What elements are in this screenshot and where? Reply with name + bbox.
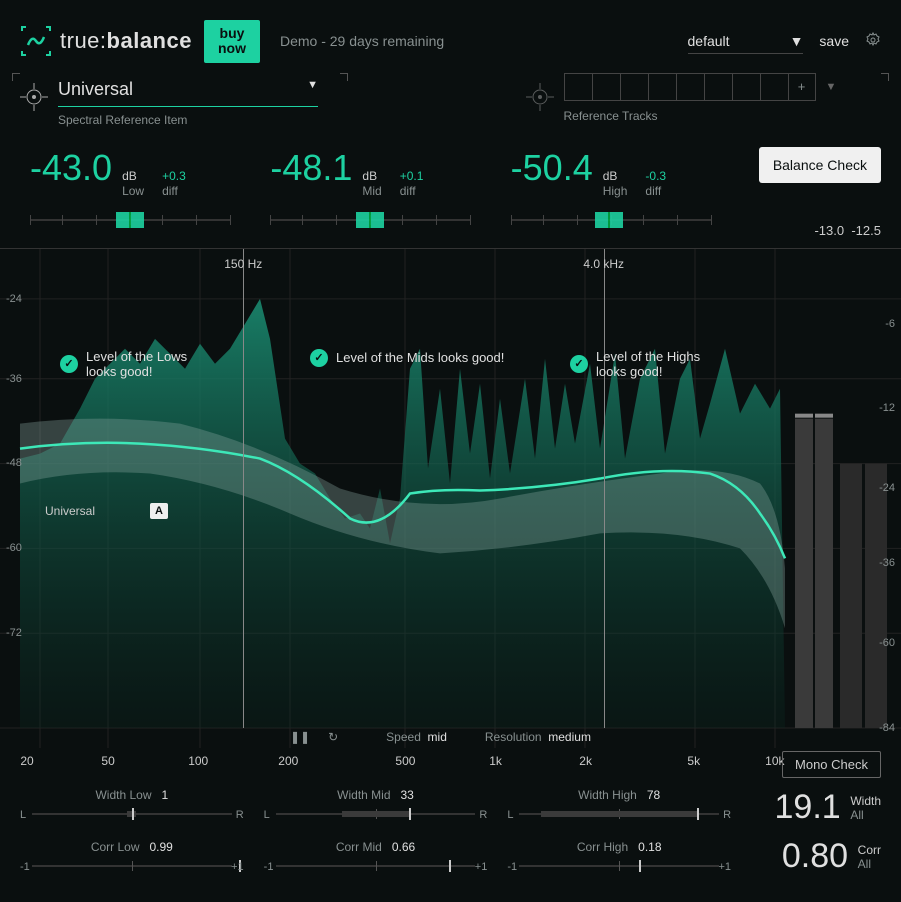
chevron-down-icon: ▼ [790,33,804,49]
freq-marker-high-label: 4.0 kHz [583,257,624,271]
slider-handle[interactable] [116,212,144,228]
slider-handle[interactable] [356,212,384,228]
width-high-value: 78 [647,788,660,802]
preset-value: default [688,33,730,49]
width-all-value: 19.1 [775,788,841,826]
preset-select[interactable]: default ▼ [688,29,804,54]
buy-now-button[interactable]: buy now [204,20,260,63]
ref-track-slot[interactable] [592,73,620,101]
meter-low-slider[interactable] [30,212,230,228]
status-lows: ✓Level of the Lows looks good! [60,349,210,379]
summary-readouts: 19.1 WidthAll 0.80 CorrAll [751,788,881,892]
freq-marker-high[interactable] [604,249,605,728]
frequency-axis: 20 50 100 200 500 1k 2k 5k 10k Mono Chec… [0,748,901,778]
chevron-down-icon: ▼ [307,79,318,100]
corr-low-value: 0.99 [150,840,173,854]
logo: true:balance [20,25,192,57]
header: true:balance buy now Demo - 29 days rema… [0,0,901,73]
meter-high: -50.4 dBHigh -0.3diff [501,147,741,228]
ref-track-slot[interactable] [648,73,676,101]
spectrum-analyzer[interactable]: 150 Hz 4.0 kHz -24 -36 -48 -60 -72 -6 -1… [0,248,901,748]
meters-row: -43.0 dBLow +0.3diff -48.1 dBMid +0.1dif… [0,137,901,248]
save-button[interactable]: save [819,33,849,49]
meter-high-slider[interactable] [511,212,711,228]
chevron-down-icon[interactable]: ▼ [826,81,837,93]
check-icon: ✓ [310,349,328,367]
speed-value[interactable]: mid [428,730,447,744]
logo-text: true:balance [60,28,192,54]
corr-mid-value: 0.66 [392,840,415,854]
status-mids: ✓Level of the Mids looks good! [310,349,504,367]
ref-track-slot[interactable] [676,73,704,101]
status-highs: ✓Level of the Highs looks good! [570,349,720,379]
width-corr-section: Width Low1 LR Corr Low0.99 -1+1 Width Mi… [0,778,901,902]
width-mid-value: 33 [401,788,414,802]
slider-handle[interactable] [595,212,623,228]
corr-high-slider[interactable]: -1+1 [507,858,731,874]
meter-mid-slider[interactable] [270,212,470,228]
ref-track-slot[interactable] [760,73,788,101]
corr-mid-slider[interactable]: -1+1 [264,858,488,874]
spectral-reference-select[interactable]: Universal ▼ [58,73,318,107]
spectral-reference-label: Spectral Reference Item [58,113,366,127]
meter-low-diff: +0.3 [162,169,186,185]
freq-marker-low[interactable] [243,249,244,728]
check-icon: ✓ [60,355,78,373]
ref-track-slot[interactable] [732,73,760,101]
add-ref-track-button[interactable]: + [788,73,816,101]
width-high-slider[interactable]: LR [507,806,731,822]
width-low-slider[interactable]: LR [20,806,244,822]
pause-icon[interactable]: ❚❚ [290,730,310,744]
meter-mid: -48.1 dBMid +0.1diff [260,147,500,228]
reference-tracks-label: Reference Tracks [564,109,872,123]
width-mid-slider[interactable]: LR [264,806,488,822]
crosshair-icon [526,83,554,111]
resolution-value[interactable]: medium [548,730,591,744]
a-badge[interactable]: A [150,503,168,519]
ref-track-slot[interactable] [564,73,592,101]
corr-low-slider[interactable]: -1+1 [20,858,244,874]
meter-mid-diff: +0.1 [400,169,424,185]
logo-icon [20,25,52,57]
meter-high-diff: -0.3 [645,169,666,185]
width-low-value: 1 [162,788,169,802]
meter-mid-value: -48.1 [270,147,352,189]
corr-all-value: 0.80 [782,837,848,875]
meter-low-value: -43.0 [30,147,112,189]
reference-tracks-slots: + [564,73,816,101]
ref-track-slot[interactable] [620,73,648,101]
reference-section: Universal ▼ Spectral Reference Item + ▼ … [0,73,901,137]
gear-icon[interactable] [865,32,881,51]
meter-low: -43.0 dBLow +0.3diff [20,147,260,228]
spectral-reference-value: Universal [58,79,133,100]
meter-high-value: -50.4 [511,147,593,189]
ref-track-slot[interactable] [704,73,732,101]
freq-marker-low-label: 150 Hz [224,257,262,271]
reference-curve-name: Universal [45,504,95,518]
lufs-readout: -13.0 -12.5 [814,223,881,238]
spectrum-controls: ❚❚ ↻ Speed mid Resolution medium [290,730,591,744]
balance-check-button[interactable]: Balance Check [759,147,881,183]
mono-check-button[interactable]: Mono Check [782,751,881,778]
crosshair-icon [20,83,48,111]
refresh-icon[interactable]: ↻ [328,730,338,744]
corr-high-value: 0.18 [638,840,661,854]
demo-status: Demo - 29 days remaining [280,33,444,49]
check-icon: ✓ [570,355,588,373]
